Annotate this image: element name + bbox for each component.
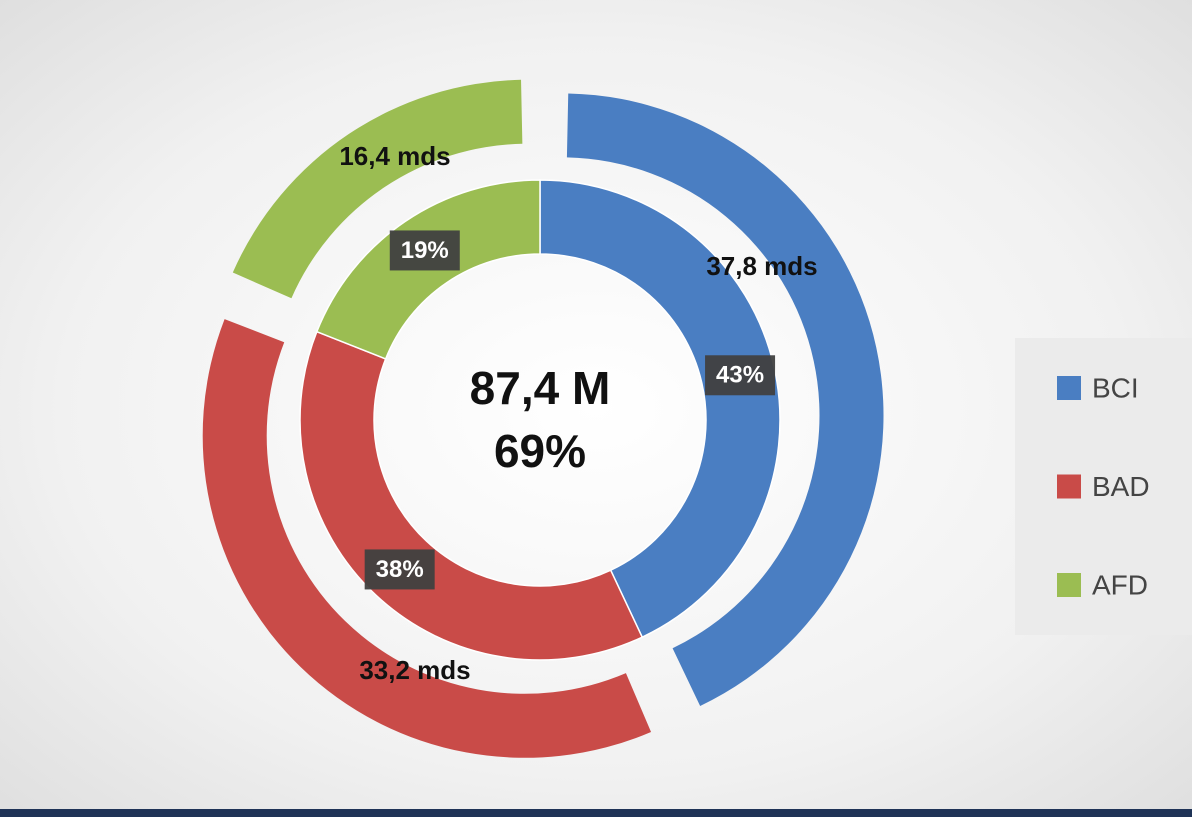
outer-value-label: 37,8 mds [706, 251, 817, 281]
legend-label: AFD [1092, 569, 1148, 600]
inner-value-label: 38% [376, 556, 424, 583]
legend-box [1015, 338, 1192, 635]
ring-segment [539, 179, 781, 639]
ring-segment [202, 319, 652, 758]
inner-label-box [389, 230, 460, 271]
legend-swatch [1057, 376, 1081, 400]
legend-swatch [1057, 573, 1081, 597]
ring-segment [566, 93, 884, 706]
bottom-bar [0, 809, 1192, 817]
inner-label-box [705, 355, 776, 396]
legend-label: BCI [1092, 372, 1139, 403]
center-label: 69% [494, 425, 586, 477]
center-label: 87,4 M [470, 362, 611, 414]
ring-segment [232, 79, 523, 299]
outer-value-label: 16,4 mds [339, 141, 450, 171]
inner-label-box [364, 549, 435, 590]
labels: 37,8 mds 33,2 mds 16,4 mds 43% 38% 19% [339, 141, 817, 685]
inner-value-label: 43% [716, 362, 764, 389]
outer-value-label: 33,2 mds [359, 655, 470, 685]
legend-label: BAD [1092, 471, 1150, 502]
inner-value-label: 19% [401, 237, 449, 264]
legend-swatch [1057, 474, 1081, 499]
